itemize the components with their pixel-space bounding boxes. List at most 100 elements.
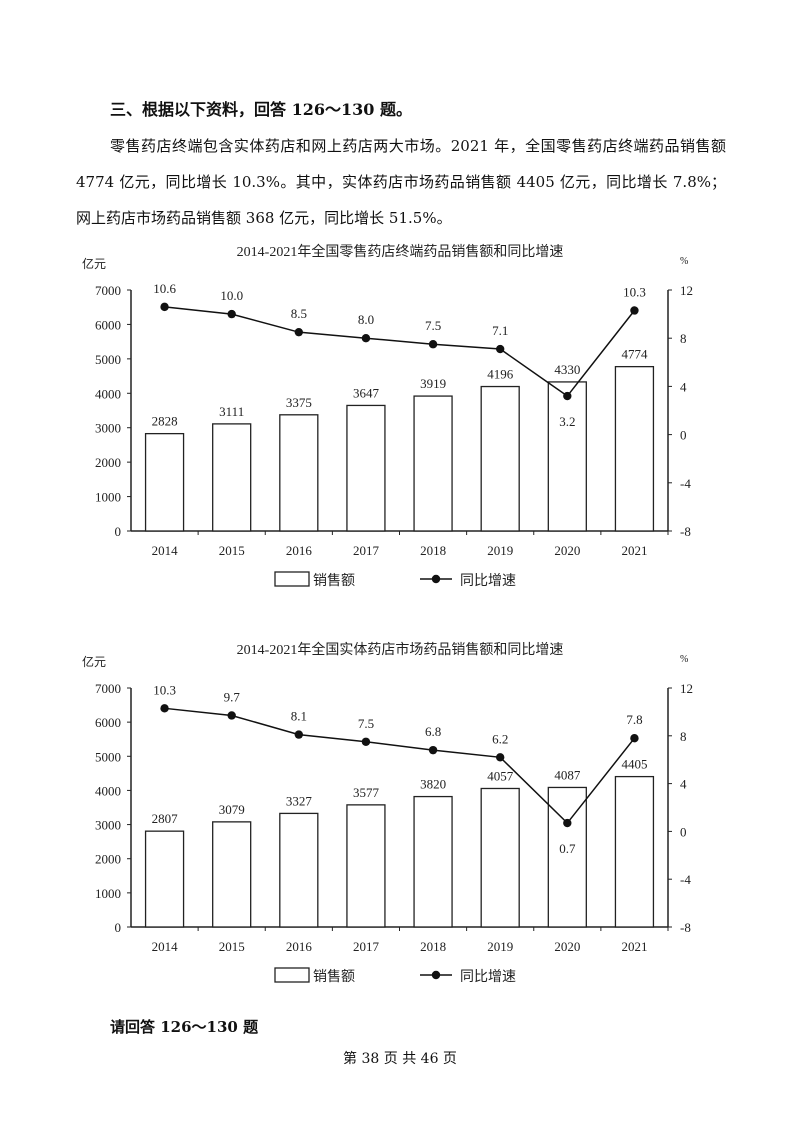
bar-value-label: 4087: [554, 767, 581, 782]
left-tick-label: 4000: [95, 783, 121, 798]
legend-line-marker: [431, 970, 441, 980]
right-tick-label: 0: [680, 824, 687, 839]
bar-sales: [547, 786, 587, 928]
growth-point: [428, 340, 438, 349]
bar-value-label: 4196: [487, 367, 514, 382]
growth-point: [227, 309, 236, 319]
bar-sales: [480, 787, 520, 928]
growth-point: [361, 334, 371, 343]
bar-value-label: 3375: [286, 395, 312, 410]
x-tick-label: 2021: [621, 543, 647, 558]
x-tick-label: 2017: [353, 543, 380, 558]
right-tick-label: 12: [680, 681, 693, 696]
left-axis-unit: 亿元: [82, 654, 106, 669]
legend-line-marker: [431, 574, 441, 584]
right-tick-label: 0: [680, 428, 687, 443]
x-tick-label: 2018: [420, 543, 446, 558]
right-axis-unit: %: [680, 654, 688, 665]
x-tick-label: 2017: [353, 939, 380, 954]
legend-line-label: 同比增速: [460, 969, 516, 985]
x-tick-label: 2016: [286, 543, 313, 558]
x-tick-label: 2014: [152, 939, 179, 954]
growth-point: [495, 344, 505, 354]
left-tick-label: 7000: [95, 283, 121, 298]
left-tick-label: 7000: [95, 681, 121, 696]
left-tick-label: 1000: [95, 490, 121, 505]
bar-value-label: 3919: [420, 376, 446, 391]
legend-bar-label: 销售额: [313, 573, 355, 589]
growth-value-label: 6.2: [492, 731, 508, 746]
bar-value-label: 4774: [621, 347, 648, 362]
right-tick-label: -8: [680, 524, 691, 539]
bar-value-label: 3079: [219, 802, 245, 817]
right-tick-label: -8: [680, 920, 691, 935]
growth-point: [160, 704, 169, 713]
growth-value-label: 6.8: [425, 724, 441, 739]
bar-value-label: 4057: [487, 768, 514, 783]
growth-value-label: 7.5: [425, 318, 441, 333]
growth-value-label: 7.8: [626, 712, 642, 727]
growth-point: [630, 306, 639, 315]
right-tick-label: 12: [680, 283, 693, 298]
growth-point: [361, 737, 371, 746]
right-axis-unit: %: [680, 256, 688, 267]
growth-value-label: 10.3: [623, 284, 646, 299]
left-tick-label: 6000: [95, 715, 121, 730]
growth-value-label: 10.0: [220, 288, 243, 303]
bar-value-label: 3577: [353, 785, 380, 800]
x-tick-label: 2019: [487, 543, 513, 558]
growth-point: [294, 730, 304, 739]
legend-bar-swatch: [274, 571, 310, 587]
section-heading: 三、根据以下资料，回答 126～130 题。: [110, 100, 412, 119]
intro-paragraph: 零售药店终端包含实体药店和网上药店两大市场。2021 年，全国零售药店终端药品销…: [76, 137, 726, 227]
bar-value-label: 3820: [420, 777, 446, 792]
left-tick-label: 2000: [95, 455, 121, 470]
legend-line-label: 同比增速: [460, 573, 516, 589]
growth-value-label: 3.2: [559, 414, 575, 429]
question-prompt: 请回答 126～130 题: [110, 1018, 259, 1036]
growth-point: [428, 745, 438, 755]
left-tick-label: 2000: [95, 852, 121, 867]
left-tick-label: 0: [115, 524, 122, 539]
bar-value-label: 2807: [152, 811, 179, 826]
left-tick-label: 3000: [95, 421, 121, 436]
page-number: 第 38 页 共 46 页: [343, 1051, 457, 1067]
growth-value-label: 0.7: [559, 841, 576, 856]
bar-value-label: 3111: [219, 404, 244, 419]
legend-bar-swatch: [274, 967, 310, 983]
bar-sales: [547, 381, 587, 532]
bar-sales: [279, 414, 319, 532]
growth-point: [294, 327, 304, 337]
growth-value-label: 10.3: [153, 682, 176, 697]
left-tick-label: 5000: [95, 749, 121, 764]
bar-sales: [413, 395, 453, 532]
growth-value-label: 8.5: [291, 306, 307, 321]
chart-title: 2014-2021年全国零售药店终端药品销售额和同比增速: [237, 243, 564, 260]
bar-value-label: 3647: [353, 385, 380, 400]
left-tick-label: 4000: [95, 386, 121, 401]
bar-sales: [346, 404, 386, 532]
growth-point: [495, 753, 505, 762]
bar-sales: [144, 432, 185, 532]
x-tick-label: 2019: [487, 939, 513, 954]
right-tick-label: -4: [680, 476, 691, 491]
right-tick-label: 8: [680, 729, 687, 744]
x-tick-label: 2015: [219, 543, 245, 558]
legend-bar-label: 销售额: [313, 969, 355, 985]
bar-value-label: 4330: [554, 362, 580, 377]
bar-sales: [144, 830, 185, 928]
left-tick-label: 1000: [95, 886, 121, 901]
right-tick-label: 4: [680, 379, 687, 394]
bar-sales: [212, 423, 252, 532]
bar-sales: [212, 821, 252, 928]
growth-value-label: 7.5: [358, 716, 374, 731]
growth-line: [164, 306, 636, 398]
bar-sales: [413, 795, 453, 928]
bar-value-label: 3327: [286, 793, 313, 808]
right-tick-label: 4: [680, 777, 687, 792]
growth-value-label: 8.1: [291, 709, 307, 724]
left-tick-label: 6000: [95, 317, 121, 332]
bar-sales: [480, 385, 520, 532]
